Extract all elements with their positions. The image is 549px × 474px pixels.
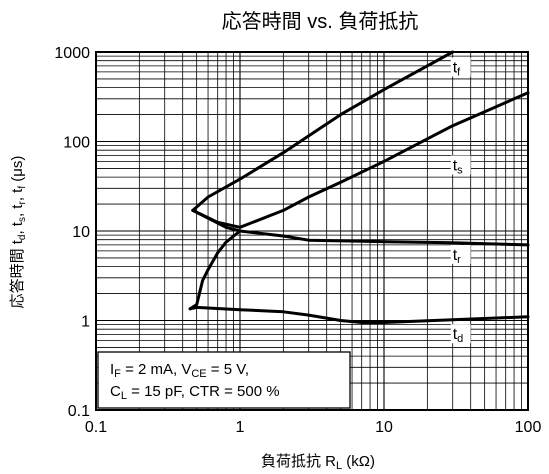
- y-tick-label: 100: [63, 135, 90, 152]
- x-tick-label: 100: [515, 419, 542, 436]
- y-axis-label: 応答時間 td, ts, tr, tf (μs): [9, 156, 28, 309]
- curve-label-tf: tf: [450, 57, 471, 79]
- y-tick-label: 1: [81, 314, 90, 331]
- curve-label-td: td: [450, 324, 471, 345]
- curve-label-background: [450, 155, 471, 175]
- x-tick-label: 0.1: [85, 419, 107, 436]
- conditions-line: CL = 15 pF, CTR = 500 %: [110, 383, 280, 402]
- curve-label-text: tr: [453, 247, 461, 266]
- x-tick-label: 10: [375, 419, 393, 436]
- curve-label-text: tf: [453, 60, 461, 79]
- plot-frame: [95, 51, 529, 411]
- tick-labels: 0.1 1 10 100 0.1 1 10 100 1000: [54, 45, 541, 436]
- curve-label-text: ts: [453, 157, 463, 176]
- conditions-line: IF = 2 mA, VCE = 5 V,: [110, 361, 249, 380]
- curve-label-tr: tr: [450, 244, 471, 266]
- x-axis-label: 負荷抵抗 RL (kΩ): [261, 453, 375, 472]
- conditions-box-frame: [97, 351, 351, 409]
- y-tick-label: 1000: [54, 45, 90, 62]
- plot-curves: [188, 50, 530, 324]
- chart-title: 応答時間 vs. 負荷抵抗: [222, 10, 419, 33]
- plot-grid: [95, 52, 528, 411]
- series-line-td: [188, 229, 242, 311]
- test-conditions-box: IF = 2 mA, VCE = 5 V, CL = 15 pF, CTR = 5…: [97, 351, 351, 409]
- curve-label-text: td: [453, 326, 464, 345]
- series-line-tr: [191, 208, 530, 247]
- x-tick-label: 1: [236, 419, 245, 436]
- y-tick-label: 0.1: [68, 403, 90, 420]
- series-line-ts: [191, 91, 530, 229]
- curve-label-background: [450, 57, 471, 77]
- curve-label-background: [450, 324, 471, 344]
- curve-labels: tf ts tr td: [450, 57, 471, 345]
- curve-label-ts: ts: [450, 155, 471, 176]
- y-tick-label: 10: [72, 224, 90, 241]
- series-line-tf: [191, 50, 455, 212]
- series-line-td-lower: [188, 305, 530, 324]
- curve-label-background: [450, 244, 471, 264]
